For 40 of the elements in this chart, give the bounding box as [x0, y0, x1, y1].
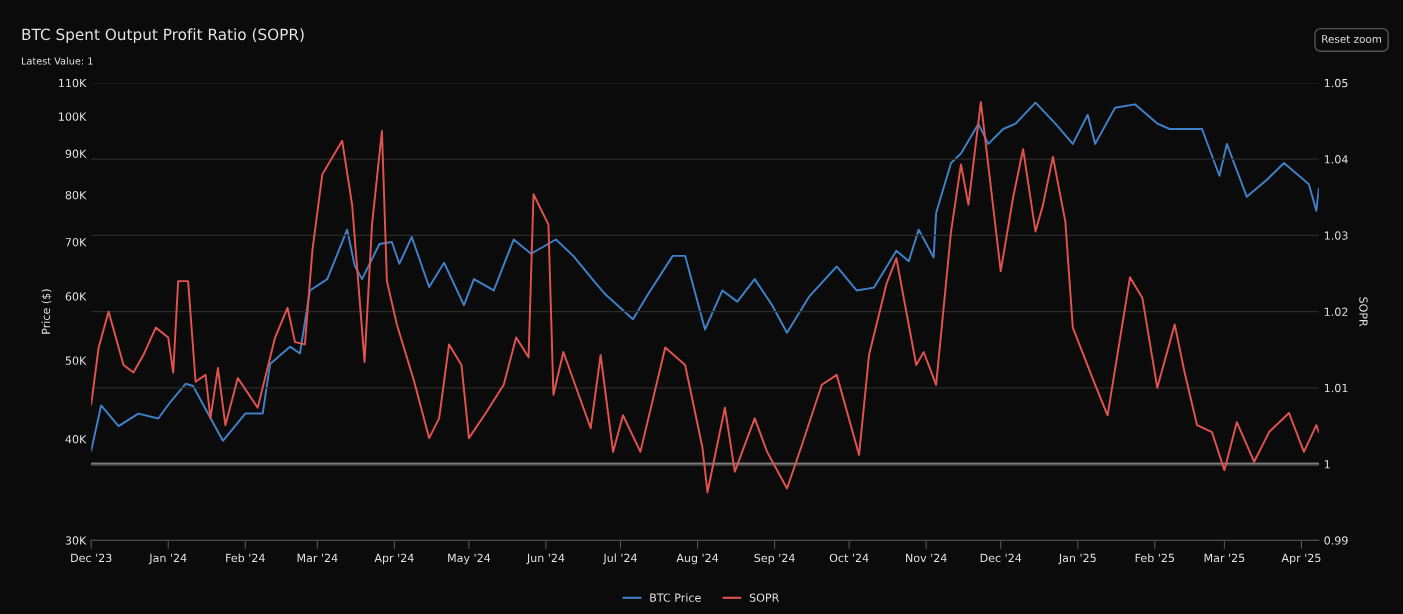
x-tick-label: Mar '24	[297, 553, 338, 563]
y2-tick-label: 1.03	[1324, 231, 1348, 240]
y2-tick-label: 0.99	[1324, 536, 1348, 545]
legend-label: SOPR	[749, 593, 780, 602]
y-axis-title: Price ($)	[41, 289, 52, 334]
x-tick-label: Feb '24	[226, 553, 265, 563]
y-tick-label: 50K	[65, 356, 87, 365]
y-tick-label: 100K	[59, 112, 87, 121]
y2-tick-label: 1.05	[1324, 78, 1348, 88]
y2-tick-label: 1.04	[1324, 155, 1348, 164]
y-tick-label: 110K	[59, 78, 87, 88]
x-tick-label: Jan '24	[148, 553, 187, 565]
x-tick-label: Jun '24	[526, 553, 565, 565]
y-tick-label: 30K	[65, 536, 87, 545]
y-tick-label: 90K	[65, 149, 87, 158]
y2-axis-title: SOPR	[1359, 297, 1368, 327]
legend-label: BTC Price	[650, 593, 701, 602]
x-tick-label: Jul '24	[602, 553, 637, 565]
x-tick-label: Mar '25	[1204, 553, 1245, 563]
x-tick-label: Apr '25	[1281, 553, 1321, 565]
x-tick-label: Dec '23	[71, 553, 112, 563]
y-tick-label: 60K	[65, 292, 87, 301]
x-tick-label: May '24	[448, 553, 491, 565]
x-tick-label: Dec '24	[980, 553, 1022, 563]
x-tick-label: Aug '24	[676, 553, 719, 565]
y2-tick-label: 1.02	[1324, 307, 1348, 316]
x-tick-label: Feb '25	[1135, 553, 1175, 563]
y-tick-label: 80K	[65, 190, 87, 200]
y-tick-label: 70K	[65, 237, 87, 247]
x-tick-label: Jan '25	[1058, 553, 1096, 565]
chart-subtitle: Latest Value: 1	[22, 57, 93, 65]
chart-title: BTC Spent Output Profit Ratio (SOPR)	[22, 28, 304, 44]
y2-tick-label: 1.01	[1324, 383, 1348, 393]
x-tick-label: Sep '24	[754, 553, 795, 565]
x-tick-label: Nov '24	[906, 553, 947, 563]
x-tick-label: Apr '24	[374, 553, 414, 565]
y-tick-label: 40K	[65, 435, 87, 444]
text: Reset zoom	[1322, 35, 1382, 43]
y2-tick-label: 1	[1324, 460, 1330, 469]
x-tick-label: Oct '24	[829, 553, 869, 563]
